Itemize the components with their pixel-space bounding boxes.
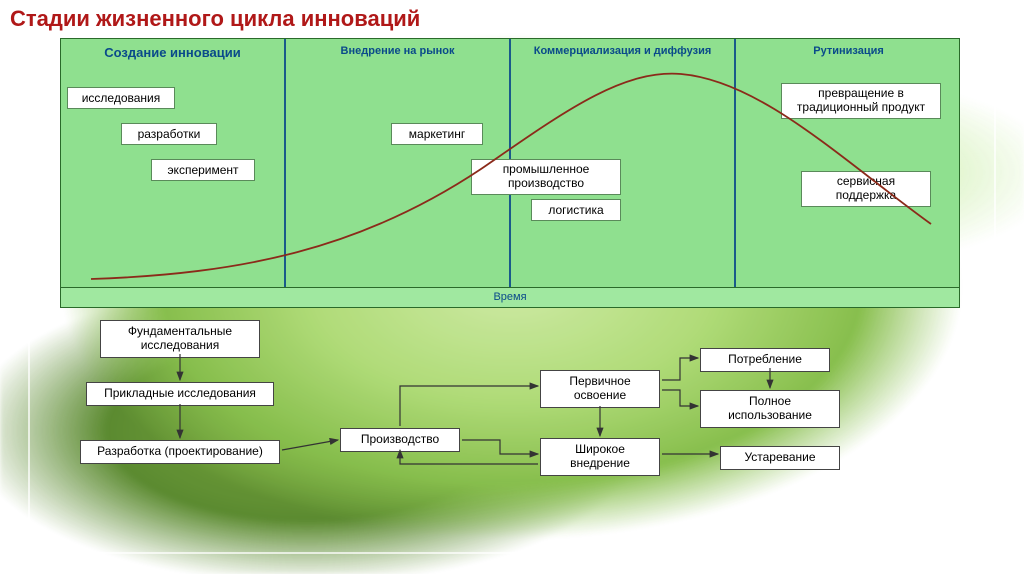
stage-header: Коммерциализация и диффузия (511, 45, 734, 57)
time-axis-label: Время (61, 287, 959, 307)
flowchart-area: Фундаментальные исследования Прикладные и… (60, 320, 960, 550)
flow-edge (282, 440, 338, 450)
flow-node: Фундаментальные исследования (100, 320, 260, 358)
lifecycle-panel: Создание инновацииВнедрение на рынокКомм… (60, 38, 960, 308)
flow-node: Прикладные исследования (86, 382, 274, 406)
flow-edge (400, 450, 538, 464)
stage-box: превращение в традиционный продукт (781, 83, 941, 119)
flow-edge (662, 390, 698, 406)
page-title: Стадии жизненного цикла инноваций (10, 6, 420, 32)
stage-box: логистика (531, 199, 621, 221)
stage-box: эксперимент (151, 159, 255, 181)
flow-edge (400, 386, 538, 426)
flow-node: Потребление (700, 348, 830, 372)
stage-header: Создание инновации (61, 45, 284, 60)
flow-node: Производство (340, 428, 460, 452)
flow-node: Полное использование (700, 390, 840, 428)
flow-node: Устаревание (720, 446, 840, 470)
stage-box: сервисная поддержка (801, 171, 931, 207)
stage-header: Внедрение на рынок (286, 45, 509, 57)
stage-box: маркетинг (391, 123, 483, 145)
flow-node: Первичное освоение (540, 370, 660, 408)
flow-node: Широкое внедрение (540, 438, 660, 476)
flow-node: Разработка (проектирование) (80, 440, 280, 464)
stage-box: исследования (67, 87, 175, 109)
stage-box: промышленное производство (471, 159, 621, 195)
flow-edge (462, 440, 538, 454)
flow-edge (662, 358, 698, 380)
stage-header: Рутинизация (736, 45, 961, 57)
stage-box: разработки (121, 123, 217, 145)
stage-column: Рутинизация (736, 39, 961, 287)
